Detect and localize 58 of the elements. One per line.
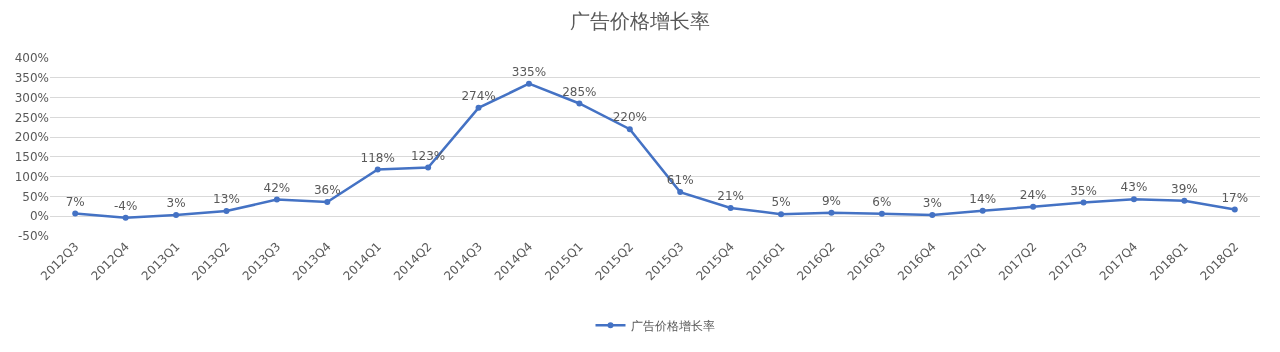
data-label: 5% xyxy=(771,195,791,210)
data-label: 9% xyxy=(821,193,841,208)
data-label: 14% xyxy=(969,191,997,206)
data-label: 335% xyxy=(511,64,547,79)
data-label: 285% xyxy=(562,84,597,99)
point xyxy=(878,210,885,217)
point xyxy=(72,210,79,217)
point xyxy=(374,166,381,173)
point xyxy=(929,212,936,219)
y-tick-label: 400% xyxy=(14,51,49,66)
y-tick-label: 350% xyxy=(14,70,49,85)
y-tick-label: 100% xyxy=(14,169,49,184)
data-label: 6% xyxy=(872,195,892,210)
point xyxy=(626,126,633,133)
point xyxy=(1181,197,1188,204)
data-label: 21% xyxy=(717,189,744,204)
data-label: 39% xyxy=(1171,182,1198,197)
data-label: 118% xyxy=(360,150,395,165)
data-label: 7% xyxy=(65,194,85,209)
data-label: 35% xyxy=(1070,183,1097,198)
y-tick-label: -50% xyxy=(17,229,49,244)
y-tick-label: 300% xyxy=(14,90,49,105)
data-label: 13% xyxy=(213,192,240,207)
point xyxy=(778,211,785,218)
data-label: 42% xyxy=(263,180,291,195)
point xyxy=(324,198,331,205)
point xyxy=(173,212,180,219)
data-label: 274% xyxy=(461,89,496,104)
point xyxy=(1130,196,1137,203)
data-label: 3% xyxy=(166,196,186,211)
data-label: 43% xyxy=(1120,180,1148,195)
point xyxy=(979,207,986,214)
data-label: 3% xyxy=(922,196,942,211)
y-tick-label: 250% xyxy=(14,110,49,125)
point xyxy=(828,209,835,216)
point xyxy=(273,196,280,203)
point xyxy=(1030,203,1037,210)
point xyxy=(1080,199,1087,206)
point xyxy=(1231,206,1238,213)
data-label: 17% xyxy=(1221,190,1249,205)
legend-label: 广告价格增长率 xyxy=(630,318,715,333)
y-tick-label: 50% xyxy=(22,189,49,204)
point xyxy=(727,204,734,211)
point xyxy=(425,164,432,171)
data-label: 24% xyxy=(1019,187,1047,202)
point xyxy=(475,104,482,111)
y-tick-label: 200% xyxy=(14,130,49,145)
point xyxy=(525,80,532,87)
point xyxy=(677,189,684,196)
data-label: 220% xyxy=(612,110,647,125)
y-tick-label: 0% xyxy=(29,209,49,224)
y-tick-label: 150% xyxy=(14,150,49,165)
data-label: 36% xyxy=(313,183,341,198)
point xyxy=(223,208,230,215)
data-label: -4% xyxy=(113,199,138,214)
point xyxy=(122,214,129,221)
point xyxy=(576,100,583,107)
chart-title: 广告价格增长率 xyxy=(570,9,710,34)
